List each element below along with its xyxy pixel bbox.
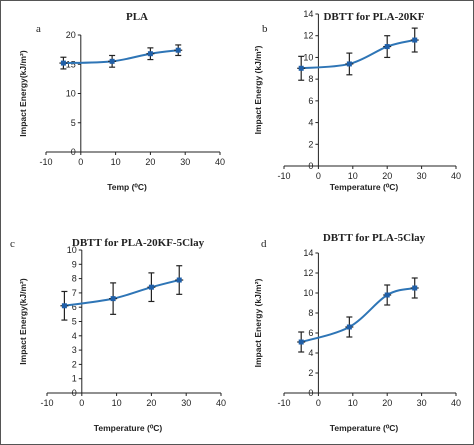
x-tick-label: 30 xyxy=(417,171,427,181)
x-axis-label: Temp (⁰C) xyxy=(107,182,147,192)
chart-panel-b: DBTT for PLA-20KF b 0 2 4 6 8 10 12 14 -10 0 10 20 30 4… xyxy=(253,9,461,192)
data-point xyxy=(298,65,304,71)
panel-letter: a xyxy=(36,23,41,35)
series-line xyxy=(64,279,180,307)
y-tick-label: 10 xyxy=(303,288,313,298)
series-line xyxy=(63,49,179,65)
chart-title: PLA xyxy=(126,11,148,23)
y-tick-label: 4 xyxy=(308,348,313,358)
y-tick-label: 2 xyxy=(72,359,77,369)
x-tick-label: 0 xyxy=(316,171,321,181)
x-tick-label: 40 xyxy=(215,157,225,167)
y-axis-label: Impact Energy (kJ/m²) xyxy=(253,278,263,367)
y-tick-label: 8 xyxy=(308,74,313,84)
y-tick-label: 9 xyxy=(72,259,77,269)
x-tick-label: 10 xyxy=(348,398,358,408)
panel-letter: b xyxy=(262,23,268,35)
y-tick-label: 0 xyxy=(308,161,313,171)
y-tick-label: 10 xyxy=(303,52,313,62)
y-axis-label: Impact Energy(kJ/m²) xyxy=(18,50,28,137)
x-axis-label: Temperature (⁰C) xyxy=(330,423,399,433)
x-tick-label: 20 xyxy=(382,398,392,408)
y-tick-label: 12 xyxy=(303,31,313,41)
y-tick-label: 12 xyxy=(303,268,313,278)
y-tick-label: 7 xyxy=(72,288,77,298)
series-line xyxy=(301,39,415,70)
x-tick-label: 0 xyxy=(79,398,84,408)
y-axis-label: Impact Energy (kJ/m²) xyxy=(253,45,263,134)
data-point xyxy=(346,61,352,67)
x-tick-label: -10 xyxy=(277,171,290,181)
y-tick-label: 0 xyxy=(308,388,313,398)
y-tick-label: 8 xyxy=(72,274,77,284)
panel-letter: c xyxy=(10,238,15,250)
y-tick-label: 10 xyxy=(66,89,76,99)
x-tick-label: -10 xyxy=(40,398,53,408)
y-tick-label: 4 xyxy=(72,331,77,341)
y-tick-label: 8 xyxy=(308,308,313,318)
x-tick-label: 20 xyxy=(146,398,156,408)
y-tick-label: 14 xyxy=(303,248,313,258)
data-point xyxy=(110,296,116,302)
chart-title: DBTT for PLA-20KF-5Clay xyxy=(72,237,205,249)
data-point xyxy=(109,58,115,64)
x-tick-label: 40 xyxy=(451,398,461,408)
x-tick-label: 30 xyxy=(181,398,191,408)
data-point xyxy=(412,285,418,291)
data-point xyxy=(384,292,390,298)
data-point xyxy=(60,60,66,66)
data-point xyxy=(384,44,390,50)
chart-title: DBTT for PLA-20KF xyxy=(323,11,424,23)
y-tick-label: 14 xyxy=(303,9,313,19)
x-tick-label: 20 xyxy=(145,157,155,167)
series-line xyxy=(300,287,415,343)
y-tick-label: 0 xyxy=(72,388,77,398)
data-point xyxy=(346,324,352,330)
x-tick-label: -10 xyxy=(277,398,290,408)
data-point xyxy=(175,47,181,53)
data-point xyxy=(147,51,153,57)
y-tick-label: 1 xyxy=(72,374,77,384)
y-tick-label: 4 xyxy=(308,118,313,128)
y-axis-label: Impact Energy(kJ/m²) xyxy=(18,278,28,365)
x-tick-label: 10 xyxy=(348,171,358,181)
y-tick-label: 0 xyxy=(71,147,76,157)
panel-letter: d xyxy=(261,238,267,250)
data-point xyxy=(298,339,304,345)
x-tick-label: 0 xyxy=(78,157,83,167)
y-tick-label: 5 xyxy=(72,317,77,327)
data-point xyxy=(148,284,154,290)
y-tick-label: 2 xyxy=(308,139,313,149)
y-tick-label: 6 xyxy=(308,96,313,106)
x-tick-label: 0 xyxy=(316,398,321,408)
chart-panel-c: DBTT for PLA-20KF-5Clay c 0 1 2 3 4 5 6 7 8 9 10 -10 0… xyxy=(10,237,226,433)
y-tick-label: 2 xyxy=(308,368,313,378)
y-tick-label: 6 xyxy=(72,302,77,312)
y-tick-label: 15 xyxy=(66,59,76,69)
x-tick-label: 30 xyxy=(417,398,427,408)
y-tick-label: 5 xyxy=(71,118,76,128)
x-tick-label: 30 xyxy=(180,157,190,167)
data-point xyxy=(412,37,418,43)
y-tick-label: 3 xyxy=(72,345,77,355)
y-tick-label: 6 xyxy=(308,328,313,338)
data-point xyxy=(176,277,182,283)
x-axis-label: Temperature (⁰C) xyxy=(330,182,399,192)
chart-panel-a: PLA a 0 5 10 15 20 -10 0 10 20 30 40 Temp (⁰C) Impact … xyxy=(18,11,225,192)
y-tick-label: 10 xyxy=(67,245,77,255)
x-tick-label: 10 xyxy=(111,157,121,167)
x-tick-label: 40 xyxy=(451,171,461,181)
x-tick-label: 40 xyxy=(216,398,226,408)
x-tick-label: 20 xyxy=(382,171,392,181)
data-point xyxy=(61,303,67,309)
y-tick-label: 20 xyxy=(66,30,76,40)
chart-panel-d: DBTT for PLA-5Clay d 0 2 4 6 8 10 12 14 -10 0 10 20 30… xyxy=(253,232,461,433)
chart-title: DBTT for PLA-5Clay xyxy=(323,232,426,244)
x-axis-label: Temperature (⁰C) xyxy=(94,423,163,433)
x-tick-label: -10 xyxy=(39,157,52,167)
x-tick-label: 10 xyxy=(112,398,122,408)
